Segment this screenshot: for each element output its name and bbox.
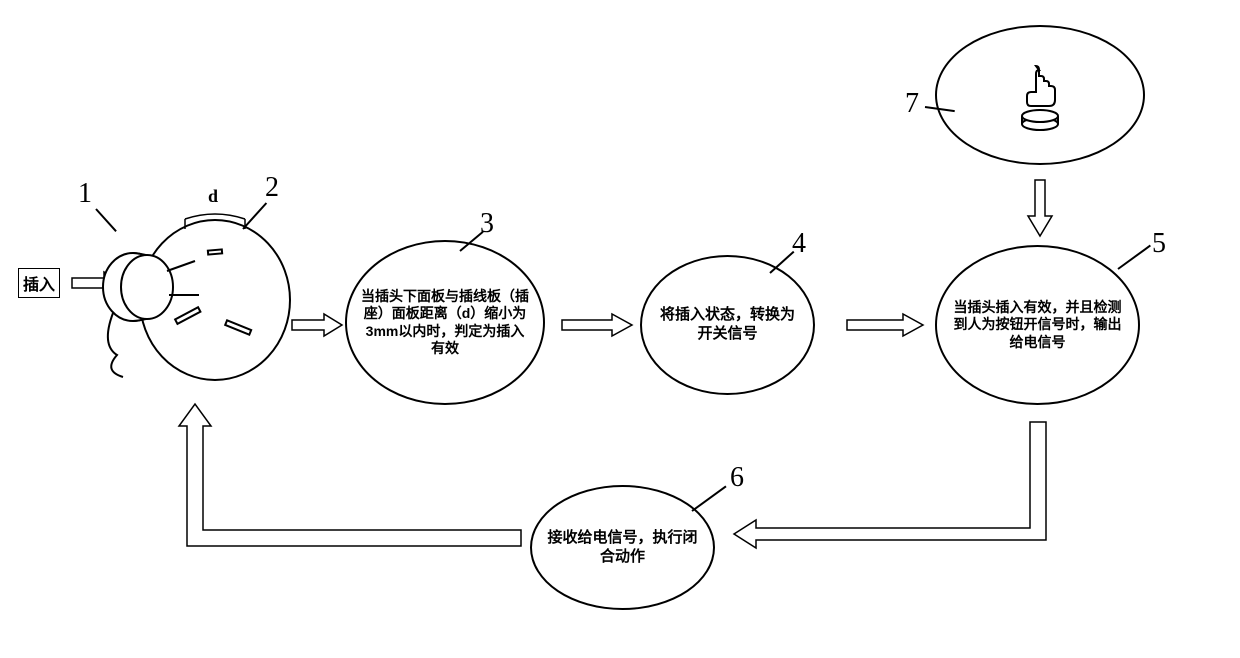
insert-label-text: 插入 xyxy=(23,277,55,294)
label-5: 5 xyxy=(1152,228,1166,260)
arrow-5-6 xyxy=(730,420,1060,570)
node-5: 当插头插入有效，并且检测到人为按钮开信号时，输出给电信号 xyxy=(935,245,1140,405)
node-3: 当插头下面板与插线板（插座）面板距离（d）缩小为3mm以内时，判定为插入有效 xyxy=(345,240,545,405)
node-4: 将插入状态，转换为开关信号 xyxy=(640,255,815,395)
node-3-text: 当插头下面板与插线板（插座）面板距离（d）缩小为3mm以内时，判定为插入有效 xyxy=(359,288,531,358)
label-3: 3 xyxy=(480,208,494,240)
leader-5 xyxy=(1117,245,1151,270)
arrow-6-2 xyxy=(175,400,525,570)
arrow-4-5 xyxy=(845,312,925,338)
insert-label-box: 插入 xyxy=(18,268,60,298)
label-4: 4 xyxy=(792,228,806,260)
node-7 xyxy=(935,25,1145,165)
d-label: d xyxy=(208,186,218,207)
node-6: 接收给电信号，执行闭合动作 xyxy=(530,485,715,610)
label-2: 2 xyxy=(265,172,279,204)
label-7: 7 xyxy=(905,88,919,120)
node-5-text: 当插头插入有效，并且检测到人为按钮开信号时，输出给电信号 xyxy=(949,299,1126,352)
hand-press-icon xyxy=(995,50,1085,140)
node-6-text: 接收给电信号，执行闭合动作 xyxy=(544,529,701,567)
node-4-text: 将插入状态，转换为开关信号 xyxy=(654,306,801,344)
diagram-canvas: 插入 xyxy=(0,0,1240,658)
label-1: 1 xyxy=(78,178,92,210)
leader-6 xyxy=(691,486,726,512)
plug-socket-illustration xyxy=(95,195,305,395)
arrow-2-3 xyxy=(290,312,345,338)
arrow-7-5 xyxy=(1026,178,1054,238)
arrow-3-4 xyxy=(560,312,634,338)
